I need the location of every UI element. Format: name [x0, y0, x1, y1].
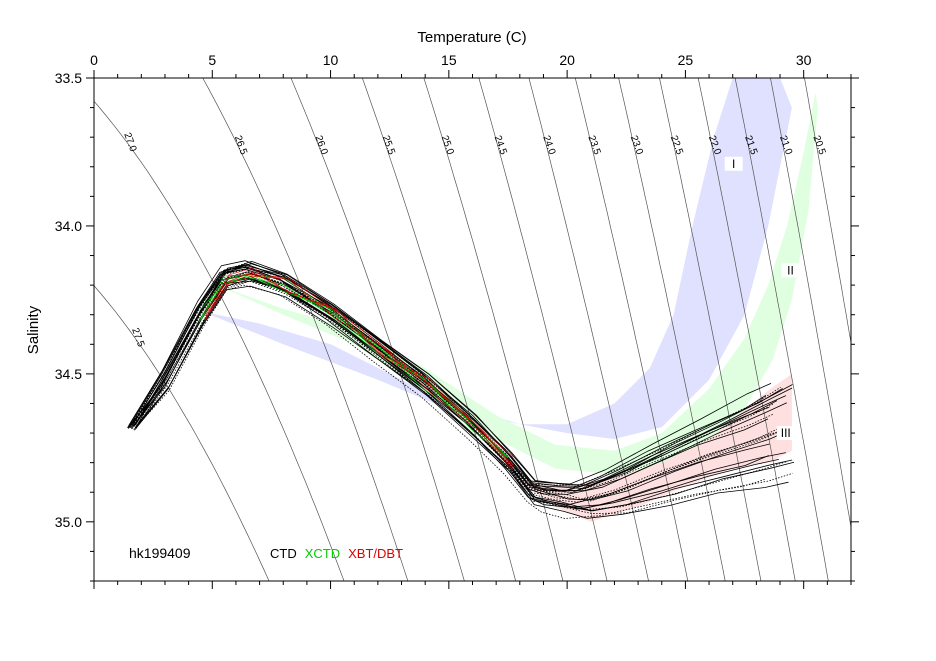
legend-entry: XBT/DBT	[348, 546, 403, 561]
y-tick-label: 34.0	[55, 218, 82, 234]
axes: 0 5 10 15 20 25 30 33.5 34.0 34.5 35.0	[55, 52, 859, 589]
x-tick-label: 10	[323, 52, 339, 68]
ctd-profile	[132, 270, 782, 501]
ctd-profile	[132, 264, 783, 487]
x-tick-label: 0	[90, 52, 98, 68]
isopycnal-label: 26.0	[313, 134, 330, 156]
ctd-profile	[129, 269, 773, 493]
isopycnal-label: 23.5	[585, 134, 602, 156]
isopycnal-line	[618, 78, 726, 581]
y-tick-label: 33.5	[55, 70, 82, 86]
x-tick-label: 5	[208, 52, 216, 68]
region-label-bg	[781, 263, 800, 278]
y-tick-label: 34.5	[55, 366, 82, 382]
ctd-profile	[127, 284, 767, 519]
xctd-profile	[200, 275, 509, 462]
density-contours	[94, 78, 851, 581]
isopycnal-label: 24.0	[540, 134, 557, 156]
x-tick-label: 25	[678, 52, 694, 68]
isopycnal-line	[770, 78, 851, 530]
legend-entry: CTD	[270, 546, 297, 561]
xctd-profile	[200, 277, 509, 458]
x-axis-title: Temperature (C)	[417, 29, 526, 46]
y-tick-label: 35.0	[55, 514, 82, 530]
isopycnal-line	[94, 100, 345, 581]
region-label-bg	[724, 156, 743, 171]
x-tick-label: 20	[559, 52, 575, 68]
ctd-profile	[135, 280, 793, 515]
isopycnal-label: 23.0	[628, 134, 645, 156]
xbt-profile	[204, 275, 513, 470]
region-label-1: I	[732, 157, 735, 171]
isopycnal-label: 22.5	[668, 134, 685, 156]
ctd-profile	[135, 278, 795, 512]
ctd-profile	[133, 267, 787, 492]
isopycnal-line	[202, 78, 409, 581]
isopycnal-label: 24.5	[492, 134, 509, 156]
ctd-profile	[133, 280, 787, 511]
ctd-profile	[135, 260, 793, 486]
xbt-profile	[204, 271, 513, 468]
y-axis-title: Salinity	[25, 305, 42, 354]
isopycnal-label: 27.0	[121, 131, 138, 153]
legend: CTD XCTD XBT/DBT	[270, 546, 403, 561]
x-tick-label: 30	[796, 52, 812, 68]
region-label-bg	[776, 426, 795, 441]
isopycnal-line	[734, 78, 829, 581]
xbt-profile	[204, 267, 513, 458]
isopycnal-line	[804, 78, 851, 345]
isopycnal-line	[290, 78, 465, 581]
isopycnal-line	[697, 78, 796, 581]
isopycnal-label: 26.5	[232, 134, 249, 156]
region-label-2: II	[787, 263, 794, 277]
region-label-3: III	[781, 426, 791, 440]
xbt-profile	[204, 274, 513, 466]
isopycnal-line	[528, 78, 649, 581]
isopycnal-line	[574, 78, 689, 581]
profile-data	[127, 260, 795, 519]
isopycnal-label: 27.5	[129, 326, 146, 348]
isopycnal-label: 25.5	[380, 134, 397, 156]
legend-entry: XCTD	[305, 546, 340, 561]
station-id-label: hk199409	[129, 545, 191, 561]
isopycnal-label: 25.0	[439, 134, 456, 156]
isopycnal-line	[659, 78, 762, 581]
isopycnal-line	[94, 285, 270, 581]
ctd-profile	[128, 260, 772, 485]
region-band-1	[202, 78, 792, 439]
x-tick-label: 15	[441, 52, 457, 68]
isopycnal-line	[361, 78, 517, 581]
